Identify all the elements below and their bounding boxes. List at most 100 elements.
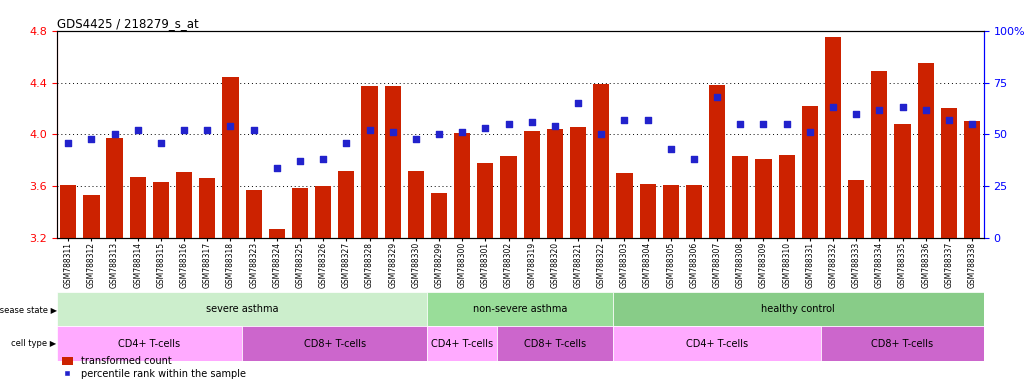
Bar	[821, 326, 984, 361]
Text: CD4+ T-cells: CD4+ T-cells	[432, 339, 493, 349]
Point	[477, 125, 493, 131]
Bar	[547, 129, 563, 238]
Bar	[940, 109, 957, 238]
Point	[291, 158, 308, 164]
Point	[83, 136, 100, 142]
Bar	[871, 71, 888, 238]
Bar	[106, 138, 123, 238]
Point	[593, 131, 610, 137]
Bar	[60, 185, 76, 238]
Text: cell type ▶: cell type ▶	[11, 339, 57, 348]
Bar	[848, 180, 864, 238]
Point	[384, 129, 401, 136]
Bar	[779, 155, 795, 238]
Text: severe asthma: severe asthma	[206, 304, 278, 314]
Bar	[662, 185, 679, 238]
Point	[408, 136, 424, 142]
Point	[894, 104, 911, 111]
Bar	[408, 171, 424, 238]
Point	[686, 156, 702, 162]
Point	[245, 127, 262, 133]
Bar	[918, 63, 934, 238]
Bar	[570, 127, 586, 238]
Point	[871, 106, 888, 113]
Bar	[613, 326, 822, 361]
Bar	[709, 85, 725, 238]
Point	[523, 119, 540, 125]
Bar	[338, 171, 354, 238]
Bar	[477, 163, 493, 238]
Point	[176, 127, 193, 133]
Text: healthy control: healthy control	[761, 304, 835, 314]
Point	[547, 123, 563, 129]
Point	[964, 121, 981, 127]
Bar	[755, 159, 771, 238]
Legend: transformed count, percentile rank within the sample: transformed count, percentile rank withi…	[62, 356, 246, 379]
Text: CD8+ T-cells: CD8+ T-cells	[871, 339, 933, 349]
Bar	[732, 156, 749, 238]
Point	[662, 146, 679, 152]
Point	[338, 140, 354, 146]
Bar	[523, 131, 540, 238]
Bar	[427, 326, 496, 361]
Bar	[613, 292, 984, 326]
Text: disease state ▶: disease state ▶	[0, 305, 57, 314]
Bar	[83, 195, 100, 238]
Bar	[431, 193, 447, 238]
Bar	[427, 292, 613, 326]
Bar	[245, 190, 262, 238]
Point	[362, 127, 378, 133]
Bar	[291, 187, 308, 238]
Point	[199, 127, 215, 133]
Point	[779, 121, 795, 127]
Point	[60, 140, 76, 146]
Point	[801, 129, 818, 136]
Text: CD8+ T-cells: CD8+ T-cells	[304, 339, 366, 349]
Point	[106, 131, 123, 137]
Bar	[152, 182, 169, 238]
Bar	[501, 156, 517, 238]
Point	[570, 100, 586, 106]
Bar	[130, 177, 146, 238]
Bar	[964, 121, 981, 238]
Point	[848, 111, 864, 117]
Bar	[894, 124, 911, 238]
Point	[732, 121, 749, 127]
Text: CD4+ T-cells: CD4+ T-cells	[118, 339, 180, 349]
Bar	[593, 84, 610, 238]
Bar	[222, 78, 239, 238]
Bar	[384, 86, 401, 238]
Bar	[454, 133, 471, 238]
Bar	[176, 172, 193, 238]
Bar	[362, 86, 378, 238]
Text: non-severe asthma: non-severe asthma	[473, 304, 568, 314]
Point	[130, 127, 146, 133]
Bar	[616, 173, 632, 238]
Bar	[801, 106, 818, 238]
Bar	[496, 326, 613, 361]
Text: GDS4425 / 218279_s_at: GDS4425 / 218279_s_at	[57, 17, 199, 30]
Point	[825, 104, 842, 111]
Point	[616, 117, 632, 123]
Text: CD8+ T-cells: CD8+ T-cells	[524, 339, 586, 349]
Bar	[315, 186, 332, 238]
Point	[315, 156, 332, 162]
Point	[269, 164, 285, 170]
Point	[640, 117, 656, 123]
Point	[454, 129, 471, 136]
Point	[918, 106, 934, 113]
Point	[501, 121, 517, 127]
Bar	[825, 37, 842, 238]
Bar	[57, 326, 242, 361]
Point	[755, 121, 771, 127]
Bar	[269, 229, 285, 238]
Point	[940, 117, 957, 123]
Text: CD4+ T-cells: CD4+ T-cells	[686, 339, 748, 349]
Point	[222, 123, 239, 129]
Point	[431, 131, 447, 137]
Point	[152, 140, 169, 146]
Bar	[686, 185, 702, 238]
Bar	[199, 179, 215, 238]
Bar	[640, 184, 656, 238]
Point	[709, 94, 725, 100]
